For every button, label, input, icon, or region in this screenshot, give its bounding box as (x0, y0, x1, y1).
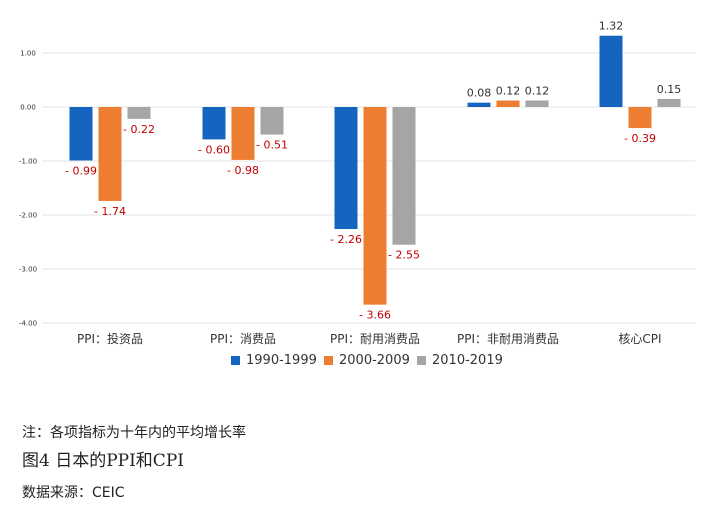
legend-label: 1990-1999 (246, 353, 317, 368)
bar (98, 107, 122, 201)
bar (260, 107, 284, 135)
chart-note: 注：各项指标为十年内的平均增长率 (22, 425, 246, 441)
bar (467, 102, 491, 107)
category-label: 核心CPI (618, 332, 661, 346)
category-label: PPI：非耐用消费品 (457, 332, 559, 346)
data-label: - 2.26 (330, 233, 362, 246)
data-label: - 0.60 (198, 143, 230, 156)
y-tick-label: -4.00 (19, 320, 37, 328)
category-label: PPI：投资品 (77, 331, 143, 346)
bar (69, 107, 93, 161)
bar (525, 100, 549, 107)
data-label: 0.08 (467, 87, 492, 100)
data-label: - 0.22 (123, 123, 155, 136)
legend-item: 2000-2009 (324, 353, 410, 368)
bar (628, 107, 652, 129)
bar (334, 107, 358, 230)
data-label: - 0.39 (624, 132, 656, 145)
bar (127, 107, 151, 119)
y-tick-label: 1.00 (20, 50, 36, 58)
data-label: 1.32 (599, 20, 624, 33)
data-label: - 3.66 (359, 309, 391, 322)
y-tick-label: -3.00 (19, 266, 37, 274)
y-axis-ticks: 1.00 0.00 -1.00 -2.00 -3.00 -4.00 (19, 50, 37, 328)
data-label: 0.15 (657, 83, 682, 96)
bar (599, 35, 623, 107)
data-label: - 0.98 (227, 164, 259, 177)
legend-swatch (417, 356, 426, 365)
legend-swatch (324, 356, 333, 365)
bar (392, 107, 416, 245)
legend-item: 2010-2019 (417, 353, 503, 368)
bar (657, 98, 681, 107)
y-tick-label: -1.00 (19, 158, 37, 166)
bar-chart: 1.00 0.00 -1.00 -2.00 -3.00 -4.00 - 0.99 - 1.7… (19, 20, 695, 346)
bars (69, 35, 681, 305)
category-label: PPI：消费品 (210, 332, 276, 346)
legend-item: 1990-1999 (231, 353, 317, 368)
data-label: - 0.99 (65, 164, 97, 177)
legend: 1990-1999 2000-2009 2010-2019 (0, 353, 720, 371)
bar (363, 107, 387, 305)
data-label: - 1.74 (94, 205, 126, 218)
data-label: 0.12 (525, 85, 550, 98)
category-label: PPI：耐用消费品 (330, 332, 420, 346)
bar (231, 107, 255, 160)
legend-label: 2000-2009 (339, 353, 410, 368)
data-label: - 0.51 (256, 139, 288, 152)
data-label: 0.12 (496, 85, 521, 98)
data-label: - 2.55 (388, 249, 420, 262)
y-tick-label: -2.00 (19, 212, 37, 220)
y-tick-label: 0.00 (20, 104, 36, 112)
data-labels: - 0.99 - 1.74 - 0.22 - 0.60 - 0.98 - 0.51 - 2.… (65, 20, 681, 322)
data-source: 数据来源：CEIC (22, 485, 125, 501)
bar (202, 107, 226, 140)
figure-title: 图4 日本的PPI和CPI (22, 451, 184, 471)
category-labels: PPI：投资品 PPI：消费品 PPI：耐用消费品 PPI：非耐用消费品 核心CPI (77, 331, 662, 346)
legend-label: 2010-2019 (432, 353, 503, 368)
legend-swatch (231, 356, 240, 365)
bar (496, 100, 520, 107)
